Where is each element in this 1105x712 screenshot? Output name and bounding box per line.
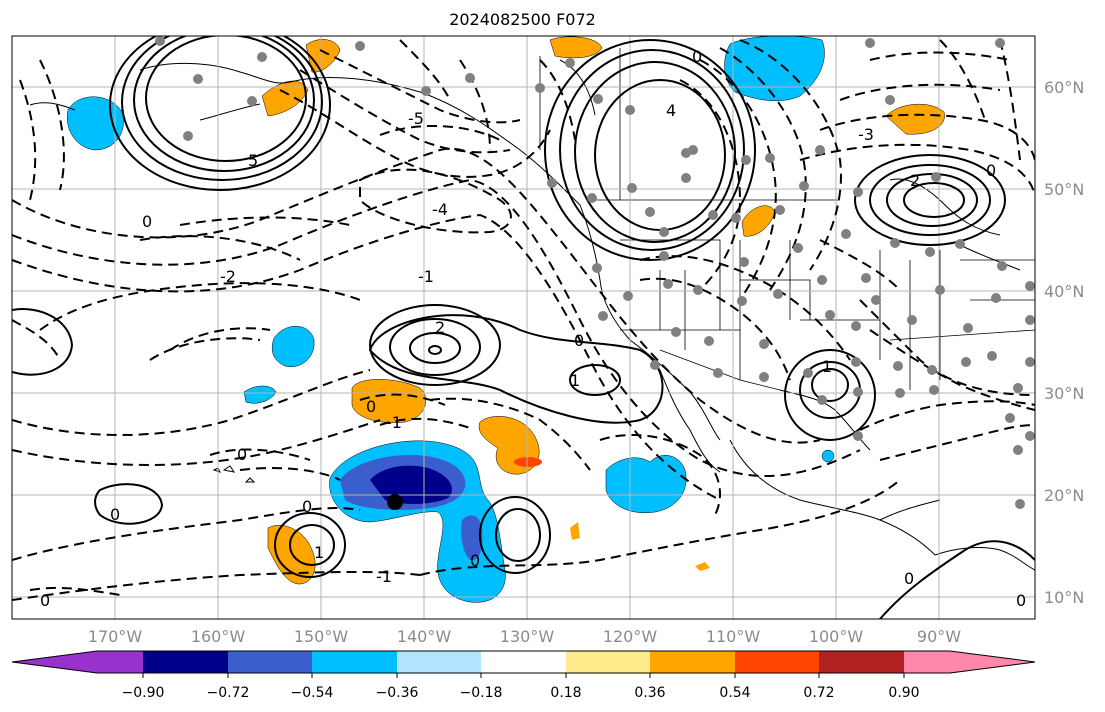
longitude-label: 170°W xyxy=(88,627,143,646)
positive-anomaly-region xyxy=(695,562,710,571)
longitude-label: 120°W xyxy=(603,627,658,646)
map-frame xyxy=(11,35,1036,620)
station-markers xyxy=(155,36,1035,509)
latitude-label: 30°N xyxy=(1044,384,1084,403)
colorbar-tick-label: 0.36 xyxy=(634,685,665,701)
map-panel: 0 -2 -1 -4 2 0 1 0 -1 1 0 1 -1 0 0 0 0 2… xyxy=(12,36,1035,619)
longitude-label: 110°W xyxy=(706,627,761,646)
contour-label: 1 xyxy=(570,371,580,390)
latitude-label: 50°N xyxy=(1044,180,1084,199)
colorbar-segment xyxy=(650,651,736,673)
contour-label: -1 xyxy=(376,567,392,586)
contour-label: 1 xyxy=(822,357,832,376)
positive-anomaly-region xyxy=(885,103,945,135)
colorbar-segment xyxy=(143,651,229,673)
contour-labels: 0 -2 -1 -4 2 0 1 0 -1 1 0 1 -1 0 0 0 0 2… xyxy=(40,47,1026,610)
colorbar-segment xyxy=(312,651,398,673)
contour-label: -1 xyxy=(386,413,402,432)
positive-anomaly-region xyxy=(351,379,427,423)
latitude-label: 40°N xyxy=(1044,282,1084,301)
contour-label: 2 xyxy=(910,171,920,190)
contour-label: 0 xyxy=(366,397,376,416)
colorbar-tick-label: −0.18 xyxy=(460,685,503,701)
longitude-label: 140°W xyxy=(397,627,452,646)
positive-contours xyxy=(12,36,1035,619)
colorbar: −0.90 −0.72 −0.54 −0.36 −0.18 0.18 0.36 … xyxy=(11,650,1036,701)
contour-label: -2 xyxy=(220,267,236,286)
latitude-label: 60°N xyxy=(1044,78,1084,97)
positive-anomaly-region xyxy=(549,36,603,59)
negative-anomaly-region xyxy=(461,515,483,561)
positive-anomaly-region xyxy=(570,522,580,540)
contour-label: 0 xyxy=(574,331,584,350)
colorbar-segment xyxy=(904,651,951,673)
contour-label: -1 xyxy=(418,267,434,286)
contour-label: 1 xyxy=(314,543,324,562)
contour-label: -5 xyxy=(408,109,424,128)
colorbar-segment xyxy=(228,651,313,673)
negative-contours xyxy=(12,39,1035,601)
shaded-anomalies xyxy=(66,36,945,603)
colorbar-tick-label: 0.54 xyxy=(719,685,750,701)
strong-positive-anomaly xyxy=(514,457,542,467)
longitude-label: 130°W xyxy=(500,627,555,646)
colorbar-tick-label: −0.72 xyxy=(207,685,250,701)
contour-label: 0 xyxy=(1016,591,1026,610)
longitude-axis: 170°W 160°W 150°W 140°W 130°W 120°W 110°… xyxy=(88,627,961,646)
longitude-label: 90°W xyxy=(917,627,961,646)
negative-anomaly-region xyxy=(821,449,835,463)
negative-anomaly-region xyxy=(370,465,452,504)
contour-label: 0 xyxy=(470,551,480,570)
contour-label: 4 xyxy=(666,101,676,120)
colorbar-segment xyxy=(735,651,820,673)
contour-label: 0 xyxy=(904,569,914,588)
latitude-axis: 60°N 50°N 40°N 30°N 20°N 10°N xyxy=(1044,78,1084,607)
longitude-label: 100°W xyxy=(809,627,864,646)
contour-label: 0 xyxy=(40,591,50,610)
colorbar-tick-label: −0.90 xyxy=(122,685,165,701)
colorbar-tick-label: −0.54 xyxy=(291,685,334,701)
negative-anomaly-region xyxy=(243,385,277,404)
contour-label: 0 xyxy=(302,497,312,516)
colorbar-segment xyxy=(566,651,651,673)
political-borders xyxy=(539,48,1035,391)
map-title: 2024082500 F072 xyxy=(449,10,596,29)
colorbar-tick-label: 0.72 xyxy=(803,685,834,701)
contour-label: 5 xyxy=(248,151,258,170)
contour-label: 0 xyxy=(110,505,120,524)
colorbar-min-extension xyxy=(12,651,97,673)
longitude-label: 160°W xyxy=(191,627,246,646)
colorbar-segment xyxy=(481,651,567,673)
latitude-label: 20°N xyxy=(1044,486,1084,505)
contour-label: -3 xyxy=(858,125,874,144)
storm-center-marker xyxy=(387,494,403,510)
positive-anomaly-region xyxy=(261,80,309,117)
colorbar-tick-label: 0.90 xyxy=(888,685,919,701)
colorbar-outline xyxy=(11,650,1036,674)
colorbar-segment xyxy=(397,651,482,673)
contour-label: 0 xyxy=(986,161,996,180)
colorbar-max-extension xyxy=(950,651,1035,673)
latitude-label: 10°N xyxy=(1044,588,1084,607)
negative-anomaly-region xyxy=(271,326,315,368)
positive-anomaly-region xyxy=(305,39,341,73)
colorbar-segment xyxy=(819,651,905,673)
colorbar-segment xyxy=(96,651,144,673)
contour-label: -4 xyxy=(432,200,448,219)
colorbar-tick-label: 0.18 xyxy=(550,685,581,701)
longitude-label: 150°W xyxy=(294,627,349,646)
contour-label: 0 xyxy=(237,445,247,464)
contour-label: 0 xyxy=(142,212,152,231)
contour-label: 2 xyxy=(435,318,445,337)
contour-label: 0 xyxy=(692,47,702,66)
colorbar-tick-label: −0.36 xyxy=(376,685,419,701)
